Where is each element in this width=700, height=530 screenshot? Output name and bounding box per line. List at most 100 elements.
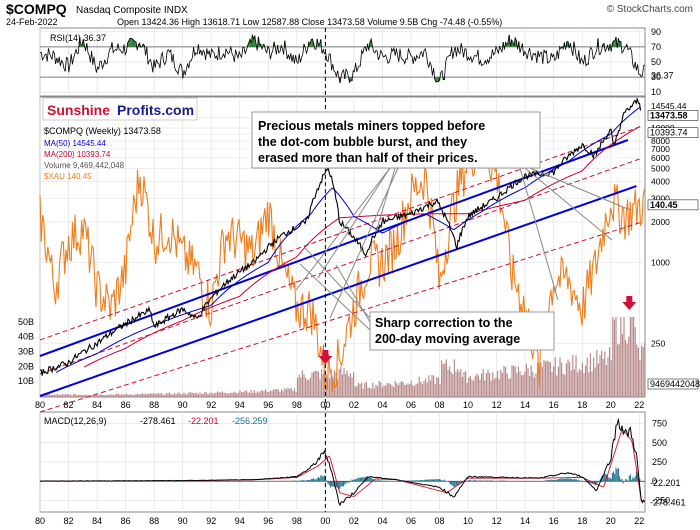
volume-bar (466, 382, 468, 397)
volume-bar (421, 384, 423, 397)
volume-bar (306, 379, 308, 397)
volume-bar (124, 394, 126, 397)
sunshine-profits-logo: Sunshine Profits.com (42, 97, 198, 121)
volume-bar (172, 394, 174, 397)
volume-bar (361, 382, 363, 397)
volume-bar (173, 392, 175, 397)
volume-last-label-box (647, 378, 699, 390)
volume-bar (589, 353, 591, 397)
price-tick-label: 250 (651, 338, 665, 348)
volume-bar (226, 393, 228, 397)
volume-bar (245, 390, 247, 397)
volume-bar (269, 390, 271, 397)
volume-bar (386, 382, 388, 397)
rsi-line (39, 34, 645, 84)
volume-bar (489, 372, 491, 397)
volume-bar (634, 327, 636, 397)
volume-bar (495, 377, 497, 397)
x-tick-label: 12 (492, 400, 502, 410)
volume-bar (461, 377, 463, 397)
volume-bar (463, 372, 465, 397)
compq-line (39, 98, 642, 376)
index-name: Nasdaq Composite INDX (76, 5, 188, 16)
x-tick-label: 86 (121, 400, 131, 410)
volume-bar (244, 391, 246, 397)
volume-bar (186, 394, 188, 397)
volume-bar (266, 392, 268, 397)
volume-bar (455, 371, 457, 397)
ma200-last-label-box (647, 127, 699, 138)
volume-bar (394, 380, 396, 397)
volume-bar (434, 383, 436, 397)
x-tick-label: 84 (92, 400, 102, 410)
volume-bar (50, 395, 52, 397)
volume-bar (290, 387, 292, 397)
volume-bar (618, 344, 620, 397)
price-tick-label: 3000 (651, 193, 670, 203)
volume-bar (228, 393, 230, 397)
volume-bar (221, 391, 223, 397)
volume-bar (637, 347, 639, 397)
volume-bar (217, 391, 219, 397)
rsi-last-value: 36.37 (651, 70, 674, 80)
volume-bar (359, 384, 361, 397)
volume-bar (165, 393, 167, 397)
volume-bar (381, 387, 383, 397)
volume-bar (162, 394, 164, 397)
volume-bar (511, 365, 513, 397)
volume-bar (191, 392, 193, 397)
volume-bar (258, 392, 260, 397)
volume-bar (60, 394, 62, 397)
volume-bar (415, 384, 417, 397)
volume-bar (487, 369, 489, 397)
volume-bar (193, 393, 195, 397)
volume-bar (337, 379, 339, 397)
volume-bar (591, 371, 593, 397)
volume-bar (607, 356, 609, 397)
x-tick-label: 88 (149, 400, 159, 410)
price-tick-label: 8000 (651, 136, 670, 146)
volume-bar (140, 393, 142, 397)
volume-bar (402, 382, 404, 397)
volume-bar (385, 385, 387, 397)
annotation-pointer (304, 247, 371, 319)
rsi-tick-label: 10 (651, 87, 661, 97)
volume-bar (143, 393, 145, 397)
volume-tick-label: 30B (18, 347, 34, 357)
x-tick-label: 08 (435, 400, 445, 410)
annotation-pointer (519, 167, 559, 301)
legend-volume: Volume 9,469,442,048 (44, 161, 125, 170)
volume-bar (167, 392, 169, 397)
volume-bar (449, 366, 451, 397)
annotation-pointer (529, 167, 631, 211)
volume-bar (257, 391, 259, 397)
volume-bar (252, 392, 254, 397)
annotation-pointer (317, 167, 391, 279)
volume-bar (481, 373, 483, 397)
volume-bar (63, 394, 65, 397)
volume-bar (276, 389, 278, 397)
volume-bar (458, 371, 460, 397)
volume-bar (218, 392, 220, 397)
volume-bar (599, 355, 601, 397)
x-tick-label: 10 (463, 516, 473, 526)
volume-bar (205, 392, 207, 397)
volume-bar (177, 393, 179, 397)
logo-part-2: Profits.com (117, 102, 194, 118)
volume-bar (513, 365, 515, 397)
volume-bar (506, 373, 508, 397)
volume-bar (585, 365, 587, 397)
volume-bar (287, 387, 289, 397)
volume-bar (298, 374, 300, 397)
volume-tick-label: 50B (18, 317, 34, 327)
volume-bar (594, 367, 596, 397)
volume-bar (378, 380, 380, 397)
volume-bar (261, 390, 263, 397)
volume-bar (514, 366, 516, 397)
volume-bar (321, 369, 323, 397)
volume-bar (535, 373, 537, 397)
volume-bar (465, 371, 467, 397)
lower-channel-line (39, 221, 643, 413)
volume-bar (429, 380, 431, 397)
